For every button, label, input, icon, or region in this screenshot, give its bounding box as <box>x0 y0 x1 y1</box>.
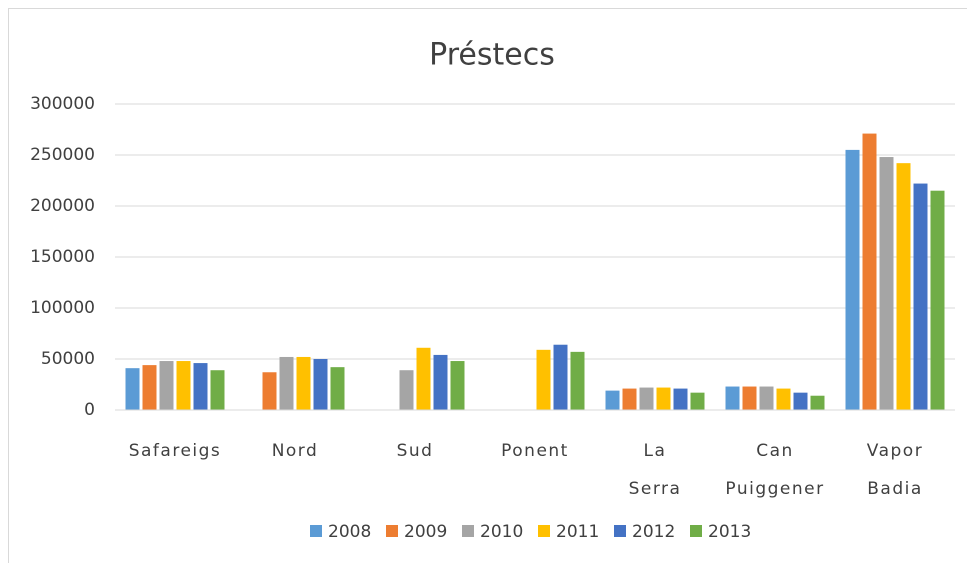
bar <box>451 361 465 410</box>
bar <box>434 355 448 410</box>
x-tick-label: Safareigs <box>129 441 222 461</box>
bar <box>143 365 157 410</box>
bar <box>914 184 928 410</box>
y-tick-label: 300000 <box>30 94 95 114</box>
bar <box>880 157 894 410</box>
bar <box>743 387 757 410</box>
legend-swatch <box>462 525 474 537</box>
bar <box>640 388 654 410</box>
legend-swatch <box>690 525 702 537</box>
bar <box>863 134 877 410</box>
y-tick-label: 100000 <box>30 298 95 318</box>
bar <box>623 389 637 410</box>
bar <box>177 361 191 410</box>
bar <box>400 370 414 410</box>
y-tick-label: 50000 <box>41 349 95 369</box>
legend-swatch <box>538 525 550 537</box>
x-tick-label: Ponent <box>501 441 569 461</box>
bar <box>417 348 431 410</box>
bar <box>811 396 825 410</box>
y-tick-label: 200000 <box>30 196 95 216</box>
bar <box>280 357 294 410</box>
bar <box>794 393 808 410</box>
legend-label: 2011 <box>556 522 599 542</box>
bar <box>160 361 174 410</box>
x-tick-label: Sud <box>397 441 434 461</box>
bar <box>777 389 791 410</box>
bar <box>126 368 140 410</box>
legend-label: 2009 <box>404 522 447 542</box>
y-tick-label: 150000 <box>30 247 95 267</box>
bar <box>297 357 311 410</box>
legend-label: 2008 <box>328 522 371 542</box>
x-tick-label: Nord <box>272 441 319 461</box>
bar <box>691 393 705 410</box>
legend-label: 2012 <box>632 522 675 542</box>
bar <box>194 363 208 410</box>
bar <box>726 387 740 410</box>
bar <box>897 163 911 410</box>
bar <box>606 391 620 410</box>
legend-swatch <box>310 525 322 537</box>
bar <box>537 350 551 410</box>
bar <box>314 359 328 410</box>
bar <box>674 389 688 410</box>
bar <box>571 352 585 410</box>
bar <box>211 370 225 410</box>
bar <box>331 367 345 410</box>
legend-label: 2010 <box>480 522 523 542</box>
bar <box>931 191 945 410</box>
legend-swatch <box>614 525 626 537</box>
y-tick-label: 250000 <box>30 145 95 165</box>
bar <box>657 388 671 410</box>
y-tick-label: 0 <box>84 400 95 420</box>
bar <box>263 372 277 410</box>
bar <box>554 345 568 410</box>
legend-label: 2013 <box>708 522 751 542</box>
legend-swatch <box>386 525 398 537</box>
bar <box>760 387 774 410</box>
chart-title: Préstecs <box>429 38 555 73</box>
bar <box>846 150 860 410</box>
